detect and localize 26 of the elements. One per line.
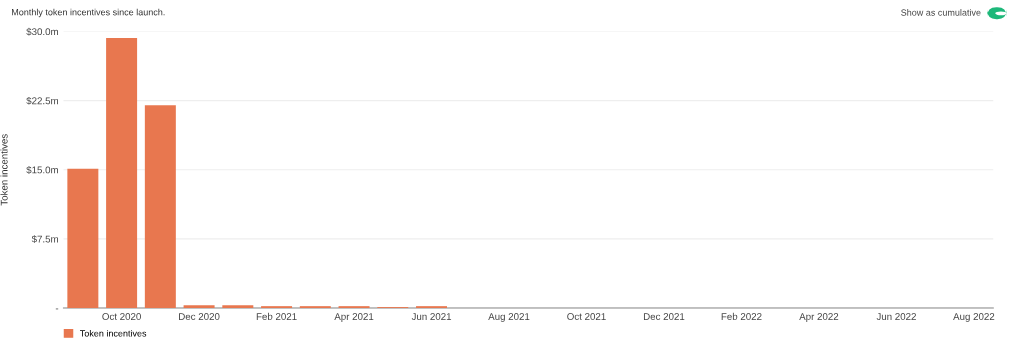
x-tick-label: Dec 2020: [179, 313, 220, 320]
x-tick-label: Oct 2021: [567, 313, 606, 320]
y-tick-label: $22.5m: [26, 96, 58, 105]
y-tick-label: $15.0m: [26, 166, 58, 174]
x-tick-label: Jun 2022: [876, 313, 916, 320]
bar: [222, 305, 254, 308]
legend-label: Token incentives: [80, 329, 147, 337]
x-tick-label: Aug 2022: [953, 313, 995, 322]
bar: [67, 168, 99, 308]
bar: [144, 105, 176, 308]
y-tick-label: $7.5m: [31, 235, 58, 244]
x-tick-label: Apr 2022: [799, 313, 839, 322]
x-tick-label: Jun 2021: [411, 313, 452, 320]
y-axis-title: Token incentives: [0, 134, 8, 206]
bar: [183, 305, 215, 308]
y-tick-label: -: [55, 308, 59, 310]
x-tick-label: Oct 2020: [102, 313, 141, 320]
text: Show as cumulative: [901, 9, 981, 16]
x-tick-label: Dec 2021: [643, 313, 685, 320]
x-tick-label: Feb 2022: [721, 312, 762, 320]
y-tick-label: $30.0m: [26, 27, 58, 36]
x-tick-label: Aug 2021: [488, 313, 530, 322]
chart-title: Monthly token incentives since launch.: [12, 8, 165, 18]
x-tick-label: Apr 2021: [334, 313, 374, 322]
x-tick-label: Feb 2021: [256, 312, 297, 320]
bar: [106, 37, 138, 308]
